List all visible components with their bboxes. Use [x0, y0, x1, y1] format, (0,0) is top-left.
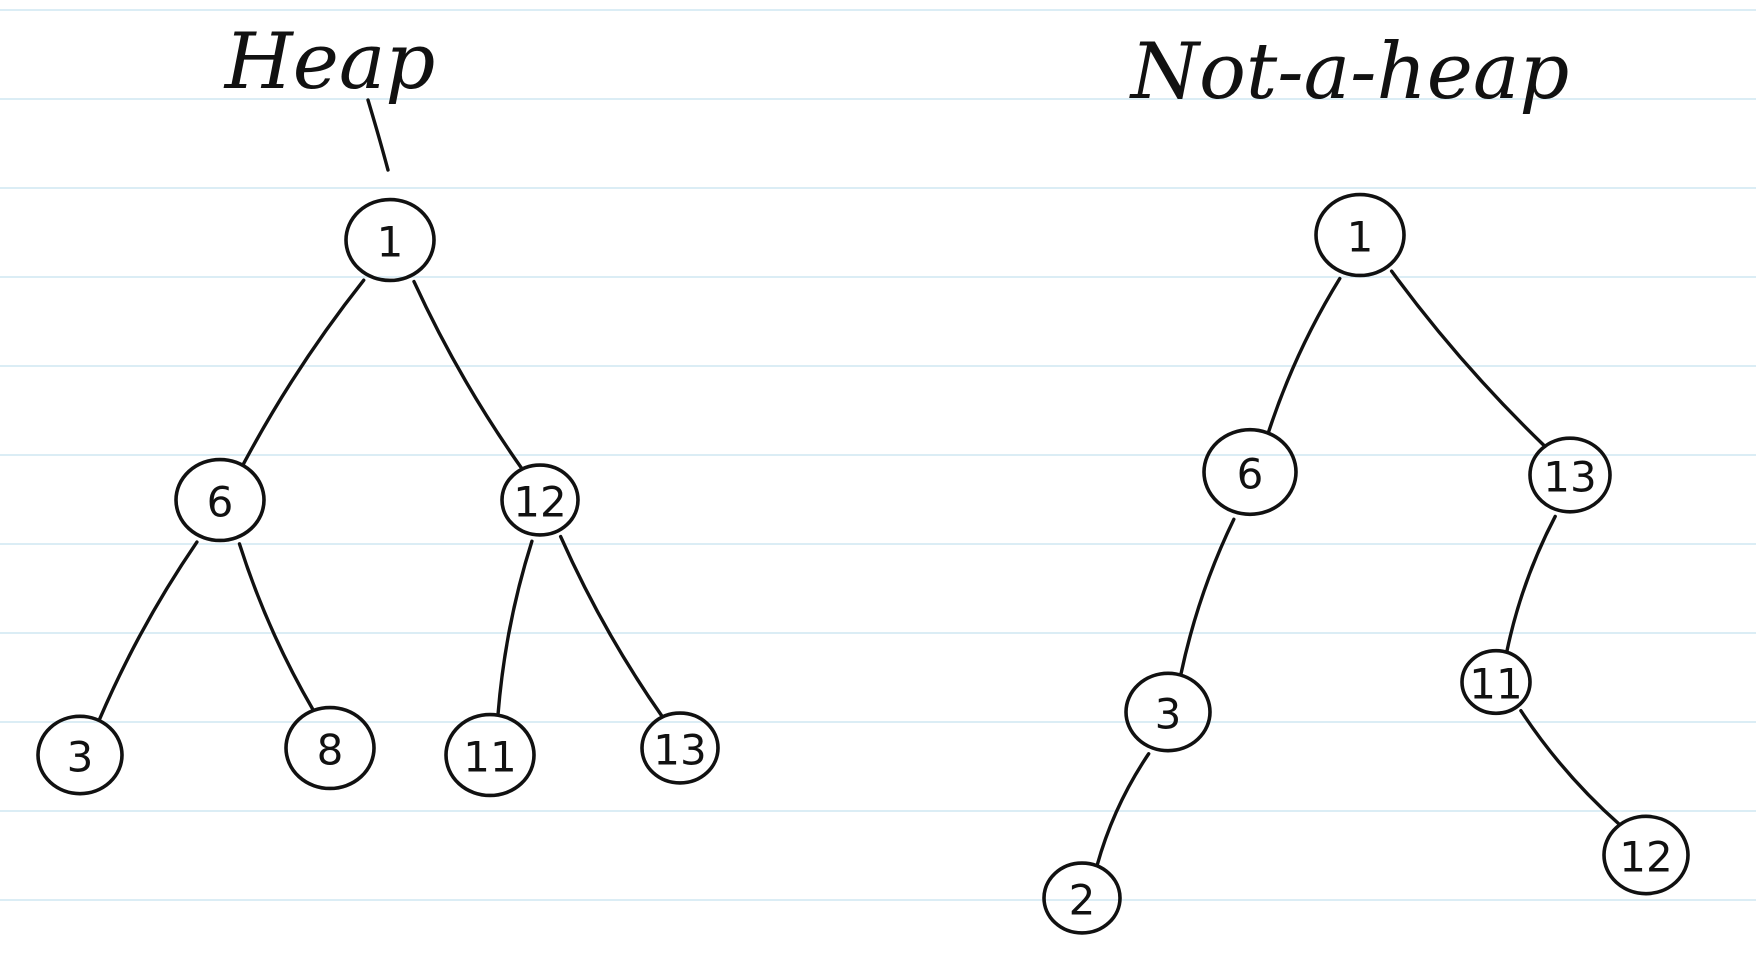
node-label: 1 — [1347, 213, 1374, 262]
heap-title-stroke — [366, 98, 390, 172]
edge-13-to-11 — [1505, 514, 1557, 654]
not-a-heap-node-2: 2 — [1042, 861, 1122, 935]
node-label: 8 — [317, 726, 344, 775]
node-circle — [1460, 648, 1532, 716]
edge-12-to-13 — [558, 534, 665, 719]
node-label: 1 — [377, 218, 404, 267]
node-circle — [1528, 436, 1612, 514]
edge-1-to-12 — [412, 279, 524, 471]
nodes-layer: 1 6 12 3 8 11 13 1 6 13 3 11 2 12 — [36, 192, 1690, 935]
edges-layer — [97, 269, 1622, 868]
ruled-lines — [0, 9, 1756, 901]
heap-node-12: 12 — [500, 463, 580, 537]
not-a-heap-node-1: 1 — [1314, 192, 1406, 278]
not-a-heap-node-13: 13 — [1528, 436, 1612, 514]
node-circle — [1042, 861, 1122, 935]
node-circle — [444, 712, 536, 798]
not-a-heap-node-6: 6 — [1202, 427, 1298, 517]
edge-12-to-11 — [496, 539, 534, 716]
node-label: 11 — [1469, 660, 1522, 709]
node-label: 2 — [1069, 876, 1096, 925]
node-label: 6 — [1237, 450, 1264, 499]
node-circle — [640, 711, 720, 785]
node-circle — [1314, 192, 1406, 278]
heap-node-6: 6 — [174, 457, 266, 543]
heap-node-13: 13 — [640, 711, 720, 785]
node-circle — [1602, 814, 1690, 896]
edge-6-to-3 — [97, 540, 199, 722]
not-a-heap-node-3: 3 — [1124, 671, 1212, 753]
node-label: 13 — [653, 726, 706, 775]
edge-1-to-6 — [241, 278, 366, 467]
node-label: 12 — [1619, 833, 1672, 882]
node-circle — [500, 463, 580, 537]
not-a-heap-node-11: 11 — [1460, 648, 1532, 716]
heap-title: Heap — [223, 17, 436, 107]
node-circle — [344, 197, 436, 283]
node-label: 12 — [513, 478, 566, 527]
edge-1-to-13 — [1389, 269, 1547, 449]
heap-node-1: 1 — [344, 197, 436, 283]
heap-node-8: 8 — [284, 705, 376, 791]
node-circle — [1202, 427, 1298, 517]
node-label: 3 — [1155, 690, 1182, 739]
edge-11-to-12 — [1519, 709, 1622, 827]
edge-6-to-3 — [1179, 517, 1236, 676]
node-circle — [174, 457, 266, 543]
node-circle — [284, 705, 376, 791]
node-circle — [36, 714, 124, 796]
node-label: 3 — [67, 733, 94, 782]
node-label: 11 — [463, 733, 516, 782]
node-label: 13 — [1543, 453, 1596, 502]
node-circle — [1124, 671, 1212, 753]
not-a-heap-node-12: 12 — [1602, 814, 1690, 896]
edge-1-to-6 — [1266, 276, 1342, 434]
edge-6-to-8 — [237, 542, 315, 712]
edge-3-to-2 — [1095, 752, 1151, 868]
node-label: 6 — [207, 478, 234, 527]
heap-node-11: 11 — [444, 712, 536, 798]
not-a-heap-title: Not-a-heap — [1129, 27, 1570, 117]
heap-node-3: 3 — [36, 714, 124, 796]
